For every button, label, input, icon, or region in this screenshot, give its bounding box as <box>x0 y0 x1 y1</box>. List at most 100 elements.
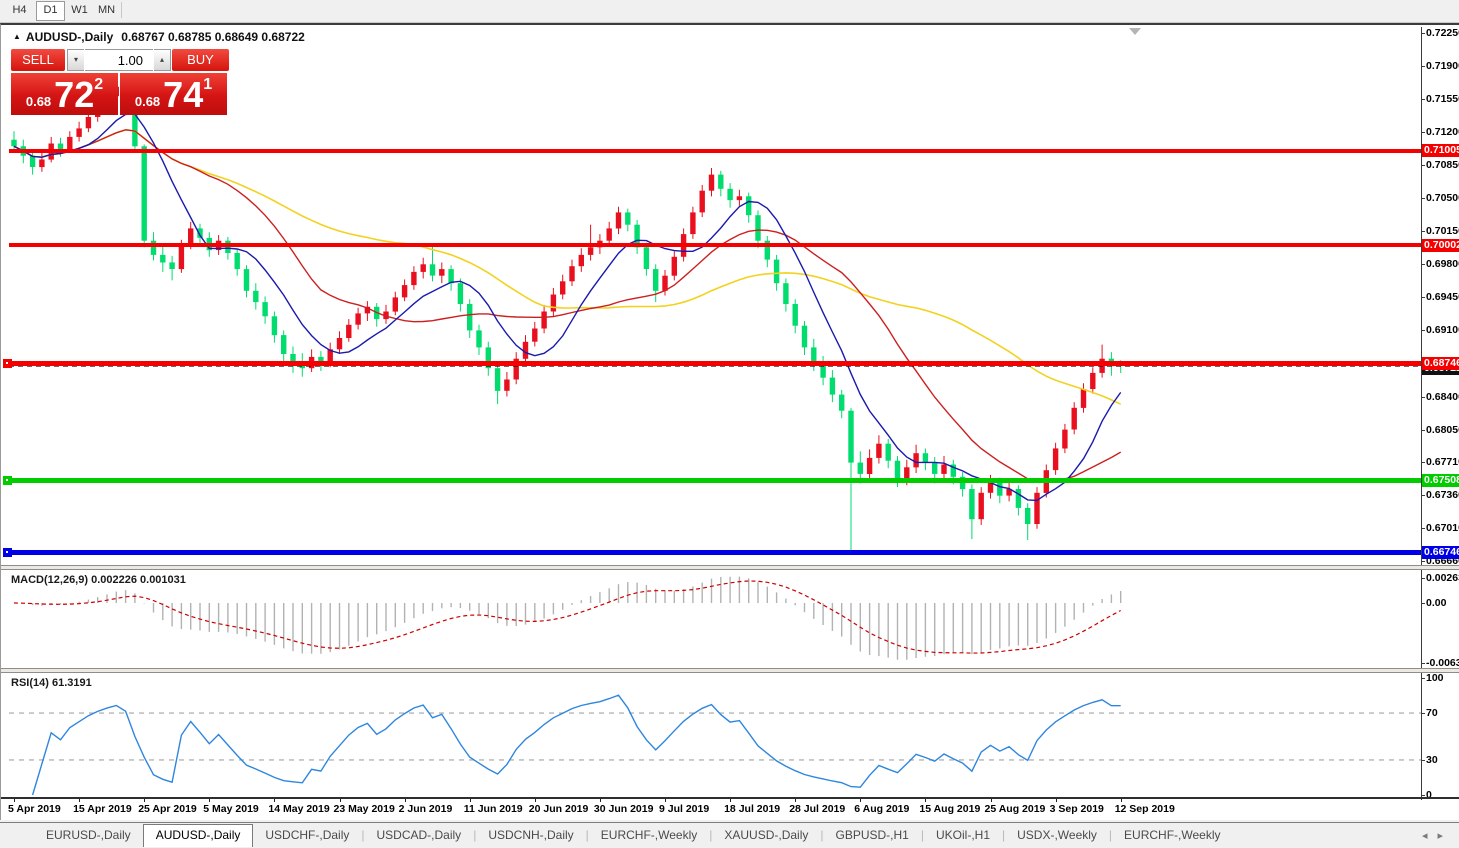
macd-axis-tick <box>1421 603 1425 604</box>
candle-body <box>243 269 250 291</box>
chart-tab-eurchf-weekly[interactable]: EURCHF-,Weekly <box>1124 828 1221 842</box>
date-axis-label: 15 Aug 2019 <box>919 803 981 815</box>
price-chart-canvas[interactable] <box>1 25 1459 822</box>
tab-scroll-arrows[interactable]: ◂▸ <box>1422 829 1453 842</box>
buy-price-pip: 1 <box>203 76 213 93</box>
candle-body <box>969 489 975 520</box>
timeframe-mn-button[interactable]: MN <box>97 4 116 16</box>
candle-body <box>894 460 901 480</box>
candle-body <box>746 196 752 216</box>
candle-body <box>532 328 538 342</box>
chart-tab-audusd-daily[interactable]: AUDUSD-,Daily <box>142 824 254 847</box>
tab-separator: | <box>820 828 824 842</box>
candle-body <box>829 377 836 395</box>
chart-tab-xauusd-daily[interactable]: XAUUSD-,Daily <box>724 828 809 842</box>
chart-tab-eurchf-weekly[interactable]: EURCHF-,Weekly <box>600 828 698 842</box>
chart-tab-usdx-weekly[interactable]: USDX-,Weekly <box>1017 828 1097 842</box>
date-axis-label: 9 Jul 2019 <box>659 803 710 815</box>
level-line-handle[interactable] <box>3 359 12 369</box>
chart-tab-usdcad-daily[interactable]: USDCAD-,Daily <box>376 828 462 842</box>
buy-price-big-digits: 74 <box>163 74 204 115</box>
sell-button[interactable]: SELL <box>11 49 65 71</box>
date-axis-tick <box>339 799 341 802</box>
rsi-indicator-label: RSI(14) 61.3191 <box>11 677 92 689</box>
price-axis-tick <box>1421 99 1425 101</box>
horizontal-level-line[interactable] <box>9 243 1421 248</box>
candle-body <box>550 294 557 312</box>
chart-tab-usdchf-daily[interactable]: USDCHF-,Daily <box>265 828 350 842</box>
candle-body <box>336 338 343 350</box>
candle-body <box>57 143 64 150</box>
candle-body <box>541 311 547 329</box>
candle-body <box>755 215 761 241</box>
candle-body <box>476 330 482 348</box>
candle-body <box>1015 489 1022 508</box>
candle-body <box>169 262 175 269</box>
timeframe-w1-button[interactable]: W1 <box>71 4 88 16</box>
tab-separator: | <box>1108 828 1113 842</box>
macd-pane-divider[interactable] <box>1 565 1459 570</box>
chart-tab-gbpusd-h1[interactable]: GBPUSD-,H1 <box>835 828 909 842</box>
level-line-handle[interactable] <box>3 476 12 486</box>
horizontal-level-line[interactable] <box>9 478 1421 484</box>
horizontal-level-line[interactable] <box>9 361 1421 367</box>
volume-increase-button[interactable]: ▴ <box>154 49 171 71</box>
candle-body <box>1090 372 1096 389</box>
chart-tab-eurusd-daily[interactable]: EURUSD-,Daily <box>46 828 131 842</box>
chart-tab-usdcnh-daily[interactable]: USDCNH-,Daily <box>488 828 574 842</box>
buy-price-display[interactable]: 0.68 74 1 <box>120 73 227 115</box>
chart-tab-ukoil-h1[interactable]: UKOil-,H1 <box>935 828 990 842</box>
sell-price-display[interactable]: 0.68 72 2 <box>11 73 118 115</box>
candle-body <box>839 394 845 411</box>
price-axis-tick <box>1421 396 1425 398</box>
macd-axis-tick-label: -0.006325 <box>1426 657 1459 669</box>
date-axis-tick <box>144 799 146 802</box>
candle-body <box>560 281 566 295</box>
candle-body <box>857 462 863 474</box>
price-axis-tick <box>1421 198 1425 200</box>
candle-body <box>67 136 73 150</box>
candle-body <box>615 212 622 229</box>
buy-button[interactable]: BUY <box>172 49 229 71</box>
sell-price-prefix: 0.68 <box>25 94 52 109</box>
rsi-pane-divider[interactable] <box>1 668 1459 673</box>
candle-body <box>76 128 82 137</box>
chart-shift-marker-icon[interactable] <box>1129 28 1141 35</box>
price-axis-tick <box>1421 66 1425 67</box>
candle-body <box>578 254 584 267</box>
timeframe-toolbar: H4 D1 W1 MN <box>0 0 1459 23</box>
ma-fast-line <box>13 113 1122 502</box>
candle-body <box>941 464 947 474</box>
candle-body <box>736 196 743 201</box>
candle-body <box>811 347 817 364</box>
horizontal-level-line[interactable] <box>9 550 1421 556</box>
horizontal-level-line[interactable] <box>9 148 1421 153</box>
candle-body <box>569 266 575 282</box>
candle-body <box>290 354 296 362</box>
candle-body <box>653 269 659 291</box>
candle-body <box>253 290 259 303</box>
timeframe-d1-button[interactable]: D1 <box>36 1 65 21</box>
volume-input[interactable] <box>85 49 153 71</box>
candle-body <box>383 311 389 320</box>
rsi-axis-tick-label: 0 <box>1426 789 1432 801</box>
collapse-arrow-icon[interactable]: ▲ <box>13 32 21 41</box>
candle-body <box>773 259 780 284</box>
date-axis-tick <box>469 799 471 802</box>
date-axis-label: 15 Apr 2019 <box>73 803 132 815</box>
rsi-axis-tick <box>1421 713 1425 715</box>
level-line-handle[interactable] <box>3 548 12 558</box>
price-axis-tick <box>1421 330 1425 332</box>
candle-body <box>987 481 994 493</box>
timeframe-h4-button[interactable]: H4 <box>12 4 27 16</box>
candle-body <box>39 159 45 168</box>
candle-body <box>932 462 938 474</box>
volume-decrease-button[interactable]: ▾ <box>67 49 84 71</box>
tab-separator: | <box>585 828 589 842</box>
candle-body <box>160 254 166 263</box>
